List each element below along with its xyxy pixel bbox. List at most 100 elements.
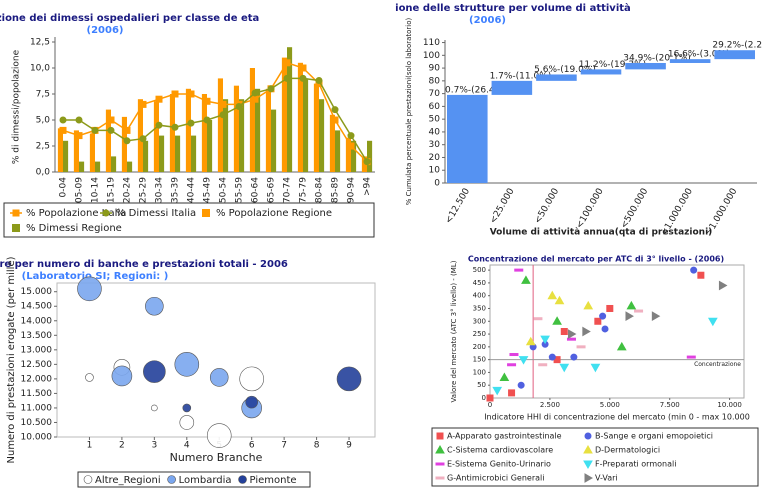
bar	[313, 83, 319, 172]
marker	[582, 326, 591, 337]
bar	[335, 130, 341, 172]
x-tick-label: 35-39	[171, 177, 181, 203]
y-tick-label: 11.500	[21, 389, 53, 399]
x-tick-label: 7	[281, 441, 287, 451]
x-tick-label: 75-79	[299, 177, 309, 203]
x-tick-label: 0	[488, 401, 492, 409]
x-tick-label: 1	[87, 441, 93, 451]
y-tick-label: 50	[477, 381, 486, 389]
marker	[554, 295, 565, 305]
x-tick-label: 10-14	[91, 177, 101, 203]
y-tick-label: 20	[429, 153, 441, 163]
marker	[283, 74, 291, 82]
x-tick-label: 60-64	[251, 177, 261, 203]
legend-label: C-Sistema cardiovascolare	[447, 446, 553, 455]
marker	[518, 356, 529, 365]
marker	[139, 135, 147, 143]
x-tick-label: <12.500	[444, 187, 472, 226]
marker	[107, 116, 115, 124]
legend-label: % Popolazione Italia	[26, 208, 126, 219]
legend-label: % Dimessi Italia	[116, 208, 196, 219]
y-axis-label: Valore del mercato (ATC 3° livello) - (M…	[450, 260, 458, 402]
marker	[616, 341, 627, 351]
bar	[121, 116, 127, 172]
marker	[540, 335, 550, 345]
legend-label: V-Vari	[595, 474, 618, 483]
y-tick-label: 100	[423, 51, 440, 61]
x-tick-label: 80-84	[315, 177, 325, 203]
y-tick-label: 250	[473, 330, 486, 338]
x-tick-label: 9	[346, 441, 352, 451]
legend-label: % Dimessi Regione	[26, 223, 122, 234]
marker	[203, 97, 211, 105]
y-tick-label: 50	[429, 115, 441, 125]
marker	[651, 311, 661, 322]
marker	[538, 363, 548, 367]
marker	[123, 126, 131, 134]
marker	[436, 432, 444, 440]
marker	[219, 111, 227, 119]
chart-title: Distribuzione delle strutture per volume…	[395, 2, 631, 14]
marker	[499, 372, 510, 382]
y-tick-label: 13.500	[21, 331, 53, 341]
legend-label: G-Antimicrobici Generali	[447, 474, 544, 483]
bar	[201, 94, 207, 172]
y-tick-label: 350	[473, 304, 486, 312]
bar-annotation: 29.2%-(2.2%	[712, 41, 762, 51]
marker	[123, 137, 131, 145]
bubble	[209, 368, 229, 387]
y-tick-label: 10	[429, 166, 441, 176]
bar	[669, 59, 711, 63]
bubble-chart: Cluster di strutture per numero di banch…	[0, 256, 376, 488]
bar	[249, 68, 255, 172]
marker	[697, 271, 705, 279]
y-axis-label: Numero di prestazioni erogate (per mille…	[6, 256, 17, 463]
bar	[255, 88, 261, 172]
legend-label: Lombardia	[179, 475, 232, 486]
bar	[159, 135, 165, 172]
bar	[351, 140, 357, 172]
y-axis-label: % Cumulata percentuale prestazioni(solo …	[405, 17, 413, 205]
x-tick-label: 45-49	[203, 177, 213, 203]
bar	[207, 120, 213, 172]
bar	[297, 62, 303, 172]
marker	[686, 355, 696, 359]
marker	[626, 300, 637, 310]
bar	[714, 50, 755, 60]
bar	[239, 99, 245, 172]
bubble	[239, 366, 264, 392]
legend-swatch	[202, 209, 210, 217]
marker	[599, 312, 607, 320]
bar-annotation: 11.2%-(19.3%)	[579, 60, 646, 70]
y-tick-label: 400	[473, 292, 486, 300]
marker	[235, 102, 243, 110]
marker	[547, 290, 558, 300]
bubble	[245, 395, 258, 409]
marker	[171, 123, 179, 131]
marker	[521, 275, 531, 284]
bar-annotation: 5.6%-(19.0%)	[534, 65, 596, 75]
marker	[559, 363, 570, 373]
bar	[491, 80, 533, 95]
y-tick-label: 500	[473, 266, 486, 274]
chart-title: Distribuzione dei dimessi ospedalieri pe…	[0, 13, 259, 24]
bar	[329, 114, 335, 172]
bar	[137, 99, 143, 172]
y-tick-label: 0	[434, 179, 440, 189]
y-tick-label: 450	[473, 279, 486, 287]
x-tick-label: 7.500	[660, 401, 680, 409]
marker	[567, 329, 577, 339]
bar	[281, 57, 287, 172]
x-tick-label: 85-89	[331, 177, 341, 203]
bar	[111, 156, 117, 172]
chart-title: Concentrazione del mercato per ATC di 3°…	[468, 255, 724, 264]
y-tick-label: 10,0	[30, 64, 50, 74]
marker	[584, 432, 592, 440]
bar	[367, 140, 373, 172]
bar	[143, 140, 149, 172]
marker	[331, 106, 339, 114]
legend-label: E-Sistema Genito-Urinario	[447, 460, 551, 469]
marker	[525, 336, 536, 346]
x-tick-label: 15-19	[107, 177, 117, 203]
y-tick-label: 100	[473, 368, 486, 376]
